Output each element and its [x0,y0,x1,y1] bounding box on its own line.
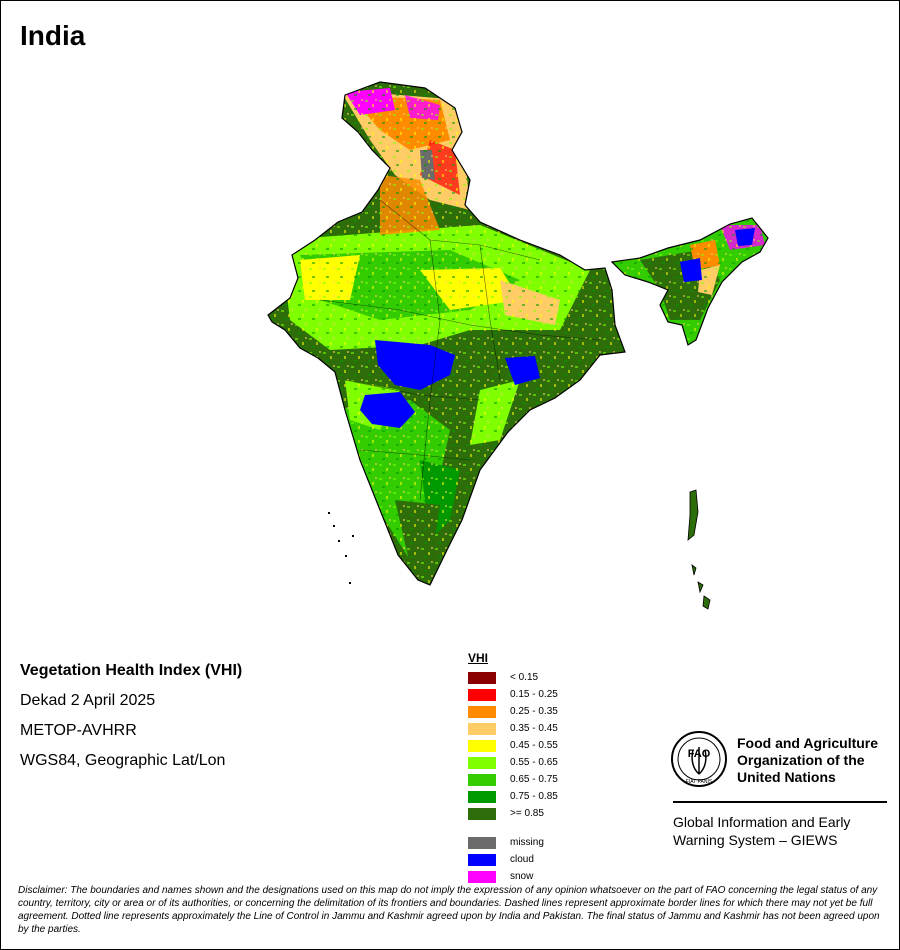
period-label: Dekad 2 April 2025 [20,692,156,709]
lakshadweep-islands [328,512,354,584]
vhi-legend: VHI < 0.15 0.15 - 0.25 0.25 - 0.35 0.35 - 0… [468,651,558,885]
projection-label: WGS84, Geographic Lat/Lon [20,752,226,769]
org-name-line-2: Organization of the [737,752,865,768]
legend-special-label: missing [510,837,544,848]
legend-class-label: 0.45 - 0.55 [510,740,558,751]
branding-divider [673,801,887,803]
legend-class-item: < 0.15 [468,669,558,686]
india-vhi-map [267,81,769,610]
fao-logo-motto: FIAT PANIS [686,779,713,785]
legend-class-swatch [468,671,496,684]
legend-title: VHI [468,651,489,665]
legend-class-label: 0.25 - 0.35 [510,706,558,717]
giews-line-1: Global Information and Early [673,814,851,830]
legend-special-label: snow [510,871,534,882]
disclaimer: Disclaimer: The boundaries and names sho… [18,885,880,935]
fao-logo: FAO FIAT PANIS [671,731,727,787]
giews-label: Global Information and Early Warning Sys… [673,813,850,849]
legend-class-item: 0.25 - 0.35 [468,703,558,720]
legend-special: missing cloud snow [468,834,558,885]
state-boundaries [319,199,601,501]
map-info: Vegetation Health Index (VHI) Dekad 2 Ap… [20,656,242,776]
legend-special-item: missing [468,834,558,851]
legend-special-item: snow [468,868,558,885]
organization-name: Food and Agriculture Organization of the… [737,735,878,786]
sensor-label: METOP-AVHRR [20,722,137,739]
andaman-nicobar-islands [687,489,711,610]
legend-class-item: 0.15 - 0.25 [468,686,558,703]
legend-class-label: 0.15 - 0.25 [510,689,558,700]
legend-class-swatch [468,688,496,701]
legend-special-swatch [468,836,496,849]
legend-class-swatch [468,722,496,735]
legend-class-item: 0.65 - 0.75 [468,771,558,788]
mainland-vegetation [268,82,625,585]
legend-classes: < 0.15 0.15 - 0.25 0.25 - 0.35 0.35 - 0.45 0… [468,669,558,822]
legend-class-swatch [468,705,496,718]
legend-special-swatch [468,870,496,883]
legend-class-item: >= 0.85 [468,805,558,822]
legend-special-swatch [468,853,496,866]
legend-class-swatch [468,807,496,820]
giews-line-2: Warning System – GIEWS [673,832,838,848]
legend-class-item: 0.55 - 0.65 [468,754,558,771]
fao-logo-letters: FAO [688,748,711,760]
legend-class-label: 0.55 - 0.65 [510,757,558,768]
legend-class-label: 0.35 - 0.45 [510,723,558,734]
legend-class-label: >= 0.85 [510,808,544,819]
legend-class-swatch [468,739,496,752]
org-name-line-1: Food and Agriculture [737,735,879,751]
legend-class-item: 0.45 - 0.55 [468,737,558,754]
legend-class-swatch [468,773,496,786]
product-name: Vegetation Health Index (VHI) [20,662,243,679]
legend-class-item: 0.35 - 0.45 [468,720,558,737]
legend-class-swatch [468,756,496,769]
legend-special-item: cloud [468,851,558,868]
legend-class-label: < 0.15 [510,672,539,683]
legend-class-swatch [468,790,496,803]
legend-class-label: 0.75 - 0.85 [510,791,558,802]
northeast-vegetation [612,218,768,345]
legend-special-label: cloud [510,854,534,865]
org-name-line-3: United Nations [737,769,836,785]
legend-class-item: 0.75 - 0.85 [468,788,558,805]
map-title: India [20,20,86,51]
legend-class-label: 0.65 - 0.75 [510,774,558,785]
